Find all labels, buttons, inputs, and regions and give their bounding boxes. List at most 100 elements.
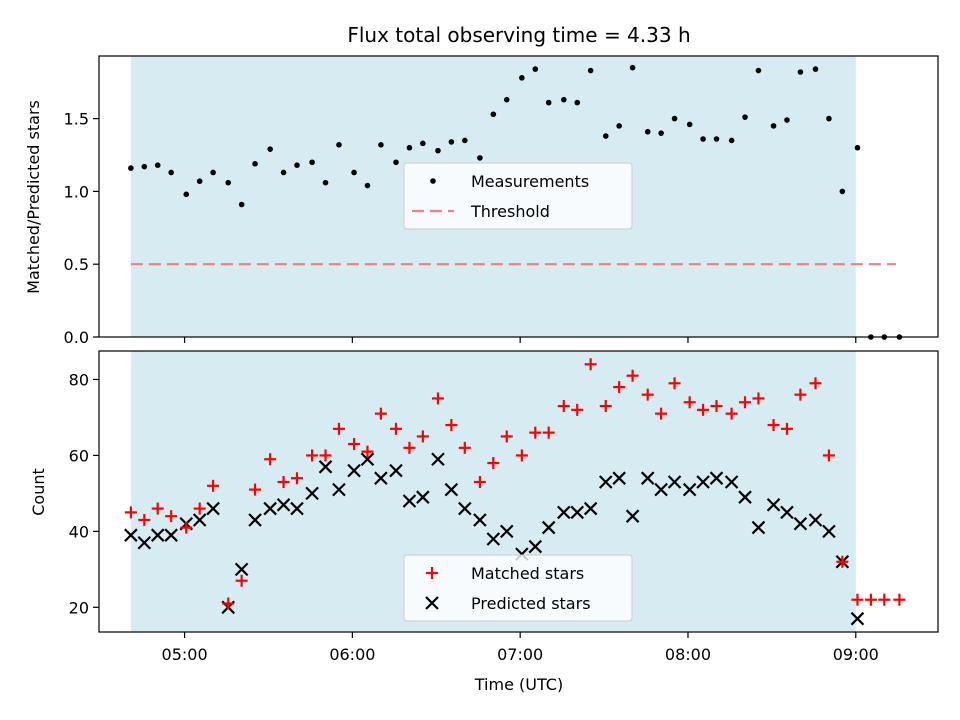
predicted-marker-stroke <box>444 482 459 497</box>
predicted-star-point <box>541 520 556 535</box>
measurement-point <box>252 160 258 167</box>
predicted-marker-stroke <box>263 501 277 516</box>
chart-title: Flux total observing time = 4.33 h <box>347 23 690 47</box>
predicted-marker-stroke <box>192 513 207 527</box>
measurement-point <box>196 178 203 185</box>
matched-star-point <box>822 449 835 462</box>
predicted-marker-stroke <box>290 501 304 516</box>
predicted-marker-stroke <box>654 482 668 497</box>
predicted-star-point <box>682 482 697 497</box>
matched-star-point <box>306 449 319 462</box>
predicted-marker-stroke <box>640 471 655 485</box>
matched-star-point <box>291 472 304 485</box>
measurement-point <box>812 66 819 72</box>
predicted-marker-stroke <box>738 490 752 504</box>
measurement-point <box>587 67 594 74</box>
predicted-marker-stroke <box>850 611 865 626</box>
measurement-point <box>784 117 790 123</box>
matched-star-point <box>599 400 612 413</box>
measurement-point <box>602 133 609 139</box>
matched-star-point <box>710 400 723 413</box>
matched-star-point <box>626 369 639 382</box>
predicted-star-point <box>625 509 640 523</box>
measurement-point <box>154 162 161 168</box>
predicted-star-point <box>431 452 445 467</box>
predicted-star-point <box>150 528 165 542</box>
predicted-marker-stroke <box>389 463 403 478</box>
predicted-star-point <box>528 539 543 554</box>
measurement-point <box>797 69 804 75</box>
legend-predicted-label: Predicted stars <box>471 594 591 613</box>
predicted-star-point <box>137 535 152 550</box>
matched-star-point <box>165 510 178 523</box>
bottom-y-ticks: 20 40 60 80 <box>69 370 99 617</box>
predicted-marker-stroke <box>486 532 501 546</box>
predicted-star-point <box>318 460 333 474</box>
measurement-point <box>742 114 748 120</box>
predicted-star-point <box>570 505 585 520</box>
y-tick-label: 80 <box>69 370 89 389</box>
predicted-marker-stroke <box>360 452 375 467</box>
matched-star-point <box>151 502 164 515</box>
matched-star-point <box>668 377 681 390</box>
measurement-point <box>420 140 426 147</box>
matched-star-point <box>249 483 262 496</box>
matched-star-point <box>725 407 738 420</box>
matched-star-point <box>893 593 906 606</box>
matched-star-point <box>851 593 864 606</box>
measurement-points <box>128 64 903 340</box>
matched-star-point <box>180 521 193 534</box>
top-x-ticks <box>183 337 857 343</box>
bottom-panel: 20 40 60 80 05:00 06:00 07:00 08:00 09:00 Count… <box>29 350 939 694</box>
predicted-marker-stroke <box>612 471 626 485</box>
predicted-marker-stroke <box>276 498 291 512</box>
predicted-marker-stroke <box>709 471 724 485</box>
top-y-ticks: 0.0 0.5 1.0 1.5 <box>64 110 99 347</box>
y-tick-label: 40 <box>69 522 89 541</box>
bottom-axes-frame <box>98 350 939 633</box>
measurement-point <box>532 66 539 72</box>
predicted-marker-stroke <box>625 509 640 523</box>
matched-star-point <box>487 457 500 470</box>
legend-measurements-label: Measurements <box>471 172 589 191</box>
matched-star-point <box>348 438 361 451</box>
matched-star-point <box>390 422 403 435</box>
matched-star-point <box>557 400 570 413</box>
measurement-point <box>545 99 552 106</box>
predicted-star-point <box>347 463 361 478</box>
predicted-star-point <box>276 498 291 512</box>
predicted-marker-stroke <box>374 471 388 485</box>
predicted-star-point <box>793 516 808 531</box>
predicted-marker-stroke <box>458 501 472 516</box>
measurement-point <box>755 67 762 74</box>
measurement-point <box>267 146 273 152</box>
measurement-point <box>616 123 622 129</box>
y-tick-label: 60 <box>69 446 89 465</box>
predicted-star-point <box>486 532 501 546</box>
matched-star-point <box>207 479 220 492</box>
predicted-star-point <box>360 452 375 467</box>
measurement-point <box>351 169 357 176</box>
predicted-star-point <box>654 482 668 497</box>
measurement-point <box>700 136 706 142</box>
measurement-point <box>378 142 384 148</box>
predicted-star-point <box>416 490 430 504</box>
predicted-marker-stroke <box>724 475 739 489</box>
predicted-marker-stroke <box>557 505 571 520</box>
predicted-marker-stroke <box>793 516 808 531</box>
predicted-marker-stroke <box>248 513 262 527</box>
measurement-point <box>671 115 678 122</box>
matched-star-point <box>138 513 151 526</box>
y-tick-label: 1.0 <box>64 182 89 201</box>
predicted-star-point <box>164 528 178 542</box>
y-tick-label: 0.0 <box>64 328 89 347</box>
predicted-marker-stroke <box>583 501 598 516</box>
matched-star-point <box>473 476 486 489</box>
predicted-marker-stroke <box>164 528 178 542</box>
matched-star-point <box>515 449 528 462</box>
predicted-marker-stroke <box>402 494 417 508</box>
measurement-point <box>644 128 651 135</box>
measurement-point <box>322 179 329 186</box>
matched-star-point <box>458 441 471 454</box>
matched-star-point <box>683 396 696 409</box>
